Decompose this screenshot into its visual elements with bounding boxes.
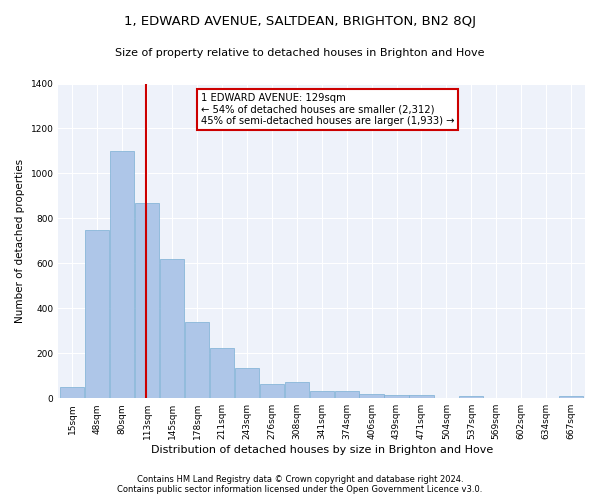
Bar bbox=[210, 348, 234, 398]
Bar bbox=[61, 387, 85, 398]
Bar bbox=[335, 392, 359, 398]
Bar bbox=[85, 230, 109, 398]
Bar bbox=[260, 384, 284, 398]
Bar bbox=[559, 396, 583, 398]
Text: 1 EDWARD AVENUE: 129sqm
← 54% of detached houses are smaller (2,312)
45% of semi: 1 EDWARD AVENUE: 129sqm ← 54% of detache… bbox=[200, 93, 454, 126]
Bar bbox=[310, 392, 334, 398]
Bar bbox=[359, 394, 383, 398]
Text: Contains public sector information licensed under the Open Government Licence v3: Contains public sector information licen… bbox=[118, 485, 482, 494]
Bar bbox=[385, 395, 409, 398]
Bar bbox=[459, 396, 484, 398]
Bar bbox=[185, 322, 209, 398]
Bar bbox=[160, 259, 184, 398]
X-axis label: Distribution of detached houses by size in Brighton and Hove: Distribution of detached houses by size … bbox=[151, 445, 493, 455]
Text: Size of property relative to detached houses in Brighton and Hove: Size of property relative to detached ho… bbox=[115, 48, 485, 58]
Y-axis label: Number of detached properties: Number of detached properties bbox=[15, 159, 25, 323]
Bar bbox=[409, 395, 434, 398]
Bar bbox=[110, 151, 134, 398]
Bar bbox=[284, 382, 309, 398]
Text: 1, EDWARD AVENUE, SALTDEAN, BRIGHTON, BN2 8QJ: 1, EDWARD AVENUE, SALTDEAN, BRIGHTON, BN… bbox=[124, 15, 476, 28]
Bar bbox=[135, 202, 159, 398]
Text: Contains HM Land Registry data © Crown copyright and database right 2024.: Contains HM Land Registry data © Crown c… bbox=[137, 474, 463, 484]
Bar bbox=[235, 368, 259, 398]
